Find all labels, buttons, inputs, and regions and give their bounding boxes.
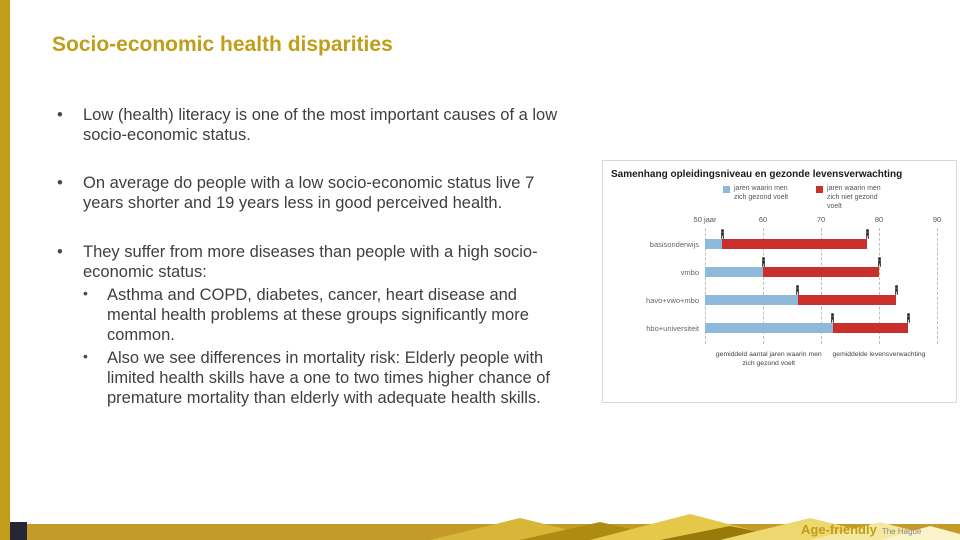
- bar-unhealthy: [763, 267, 879, 278]
- row-label: hbo+universiteit: [646, 324, 699, 334]
- person-icon: [760, 257, 767, 268]
- x-tick-label: 80: [874, 215, 884, 225]
- bottom-decoration-band: [10, 514, 960, 540]
- person-icon: [905, 313, 912, 324]
- person-icon: [829, 313, 836, 324]
- bullet-marker: •: [57, 242, 63, 261]
- gridline: [763, 228, 764, 345]
- sub-bullet-text: Asthma and COPD, diabetes, cancer, heart…: [107, 285, 529, 344]
- legend-item: jaren waarin men zich gezond voelt: [723, 185, 800, 211]
- bullet-marker: •: [57, 106, 63, 124]
- chart-plot: 50 jaar 60 70 80 90 basisonderwijs vmbo havo+vw…: [611, 215, 948, 387]
- legend-label: jaren waarin men zich niet gezond voelt: [827, 185, 881, 210]
- person-icon: [794, 285, 801, 296]
- bullet-marker: •: [83, 348, 88, 365]
- sub-bullet-list: • Asthma and COPD, diabetes, cancer, hear…: [83, 285, 567, 409]
- bullet-item: • On average do people with a low socio-e…: [57, 173, 567, 213]
- legend-swatch: [816, 186, 823, 193]
- bullet-marker: •: [83, 284, 88, 301]
- row-label: basisonderwijs: [649, 240, 699, 250]
- person-icon: [719, 229, 726, 240]
- bar-healthy: [705, 267, 763, 278]
- x-tick-label: 50 jaar: [693, 215, 717, 225]
- gridline: [821, 228, 822, 345]
- x-tick-label: 90: [932, 215, 942, 225]
- slide-title: Socio-economic health disparities: [52, 33, 393, 56]
- bar-unhealthy: [832, 323, 908, 334]
- row-label: havo+vwo+mbo: [646, 296, 699, 306]
- bullet-body: They suffer from more diseases than peop…: [83, 242, 567, 412]
- bullet-item: • Low (health) literacy is one of the mos…: [57, 105, 567, 145]
- chart-annotation: gemiddeld aantal jaren waarin men zich g…: [715, 351, 822, 368]
- footer-logo: Age-friendly The Hague: [801, 522, 921, 537]
- gridline: [705, 228, 706, 345]
- sub-bullet-text: Also we see differences in mortality ris…: [107, 349, 550, 408]
- person-icon: [893, 285, 900, 296]
- sub-bullet-item: • Also we see differences in mortality ri…: [83, 348, 567, 408]
- footer-brand-suffix: The Hague: [881, 527, 922, 536]
- bullet-text: On average do people with a low socio-ec…: [83, 174, 535, 213]
- legend-swatch: [723, 186, 730, 193]
- bar-healthy: [705, 323, 833, 334]
- x-tick-label: 60: [758, 215, 768, 225]
- bar-unhealthy: [722, 239, 868, 250]
- legend-item: jaren waarin men zich niet gezond voelt: [816, 185, 893, 211]
- bullet-text: They suffer from more diseases than peop…: [83, 242, 538, 281]
- gridline: [879, 228, 880, 345]
- gridline: [937, 228, 938, 345]
- bar-healthy: [705, 239, 723, 250]
- row-label: vmbo: [680, 268, 699, 278]
- chart-legend: jaren waarin men zich gezond voelt jaren …: [723, 185, 948, 211]
- chart-title: Samenhang opleidingsniveau en gezonde le…: [611, 169, 903, 180]
- bullet-body: Low (health) literacy is one of the most…: [83, 105, 567, 145]
- chart-panel: Samenhang opleidingsniveau en gezonde le…: [602, 160, 957, 403]
- bullet-marker: •: [57, 174, 63, 193]
- bullet-item: • They suffer from more diseases than peo…: [57, 242, 567, 412]
- bar-unhealthy: [797, 295, 897, 306]
- footer-brand: Age-friendly: [801, 522, 877, 537]
- legend-label: jaren waarin men zich gezond voelt: [734, 185, 789, 201]
- person-icon: [876, 257, 883, 268]
- x-tick-label: 70: [816, 215, 826, 225]
- person-icon: [864, 229, 871, 240]
- bar-healthy: [705, 295, 798, 306]
- bullet-body: On average do people with a low socio-ec…: [83, 173, 567, 213]
- left-accent-bar: [0, 0, 10, 540]
- chart-annotation: gemiddelde levensverwachting: [832, 351, 926, 359]
- sub-bullet-item: • Asthma and COPD, diabetes, cancer, hear…: [83, 285, 567, 345]
- bullet-text: Low (health) literacy is one of the most…: [83, 106, 558, 145]
- bullet-list: • Low (health) literacy is one of the mos…: [57, 105, 567, 440]
